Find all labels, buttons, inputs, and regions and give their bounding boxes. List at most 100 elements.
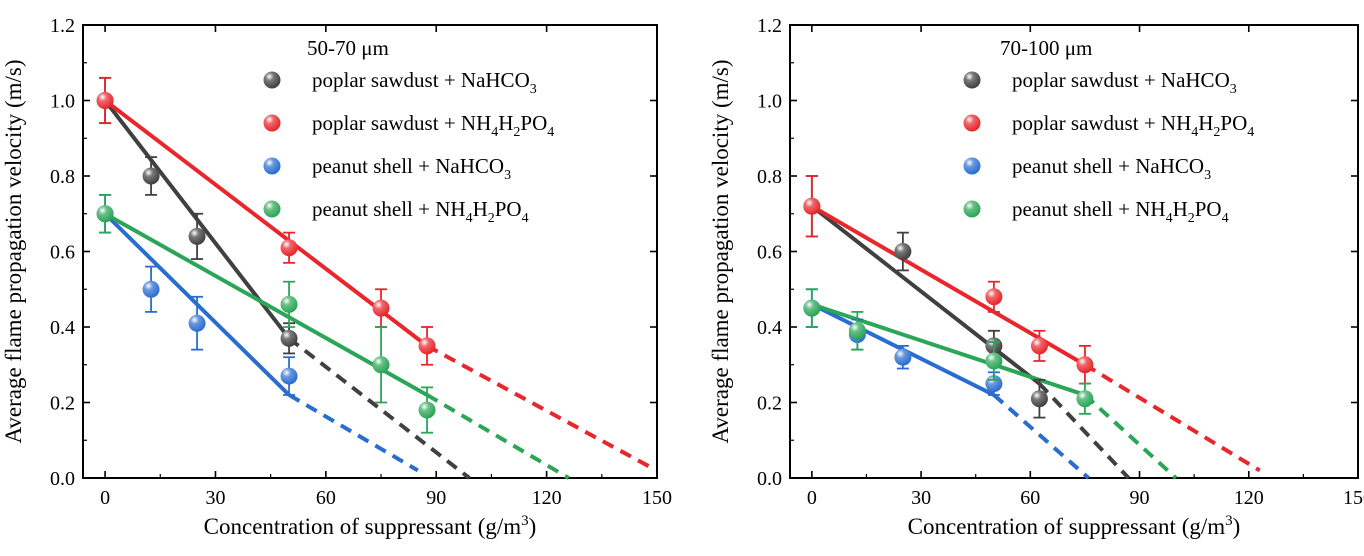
legend-label-part: peanut shell + NaHCO xyxy=(312,154,504,178)
legend-marker xyxy=(263,114,281,132)
chart-panel-2: 0 30 60 90 120 150 0.0 0.2 0.4 0.6 0.8 1.0 1.2 Concen… xyxy=(708,15,1364,539)
data-point xyxy=(1030,337,1048,355)
y-tick-label: 0.8 xyxy=(757,166,782,188)
y-tick-label: 0.2 xyxy=(757,393,782,415)
legend-label: peanut shell + NaHCO3 xyxy=(1012,154,1211,183)
legend-label-part: 4 xyxy=(491,125,498,140)
data-point xyxy=(142,280,160,298)
legend-marker xyxy=(263,71,281,89)
x-tick-label: 0 xyxy=(100,487,110,509)
legend-label-part: 4 xyxy=(1191,125,1198,140)
y-tick-label: 0.0 xyxy=(50,468,75,490)
fit-line-dashed xyxy=(287,336,471,480)
legend-label-part: 2 xyxy=(513,125,520,140)
fit-line-dashed xyxy=(426,344,651,469)
fit-line-dashed xyxy=(1037,382,1131,480)
fit-line-dashed xyxy=(288,393,419,473)
y-tick-label: 0.6 xyxy=(757,242,782,264)
y-tick-label: 1.0 xyxy=(757,91,782,113)
legend-label-part: 2 xyxy=(1213,125,1220,140)
x-axis-label-part: ) xyxy=(529,514,537,539)
x-axis-label-sup: 3 xyxy=(1225,513,1233,529)
legend-label-part: 3 xyxy=(504,168,511,183)
legend-label: poplar sawdust + NH4H2PO4 xyxy=(1012,111,1254,140)
data-point xyxy=(985,288,1003,306)
x-tick-label: 90 xyxy=(1130,487,1150,509)
legend-marker xyxy=(263,157,281,175)
fit-line-dashed xyxy=(992,393,1090,480)
data-point xyxy=(894,243,912,260)
legend-marker xyxy=(963,157,981,175)
x-tick-label: 150 xyxy=(1343,487,1364,509)
data-point xyxy=(985,352,1003,370)
y-axis-label: Average flame propagation velocity (m/s) xyxy=(1,59,26,443)
x-axis-label-part: ) xyxy=(1233,514,1241,539)
fit-line-solid xyxy=(810,204,1041,386)
data-point xyxy=(280,295,298,313)
y-tick-label: 0.8 xyxy=(50,166,75,188)
data-point xyxy=(96,92,114,109)
legend-marker xyxy=(963,71,981,89)
legend-label-part: PO xyxy=(520,111,547,135)
x-tick-label: 30 xyxy=(911,487,931,509)
x-axis-label-sup: 3 xyxy=(521,513,529,529)
legend-label-part: 3 xyxy=(1204,168,1211,183)
data-point xyxy=(280,367,298,385)
legend-label: peanut shell + NH4H2PO4 xyxy=(1012,197,1229,226)
data-point xyxy=(1076,356,1094,374)
legend-label-part: 4 xyxy=(466,211,473,226)
legend-label-part: H xyxy=(473,197,488,221)
legend-label-part: PO xyxy=(1220,111,1247,135)
legend-label-part: 4 xyxy=(547,125,554,140)
data-point xyxy=(372,299,390,317)
data-point xyxy=(1076,390,1094,408)
data-point xyxy=(188,227,206,245)
x-axis-label: Concentration of suppressant (g/m3) xyxy=(204,513,537,539)
legend-label-part: 2 xyxy=(488,211,495,226)
legend-label: poplar sawdust + NaHCO3 xyxy=(1012,68,1237,97)
y-tick-label: 0.4 xyxy=(50,317,75,339)
y-tick-label: 1.2 xyxy=(757,15,782,37)
legend-label-part: H xyxy=(498,111,513,135)
x-tick-label: 0 xyxy=(807,487,817,509)
fit-line-dashed xyxy=(1083,363,1261,473)
plot-frame xyxy=(789,24,1359,479)
data-point xyxy=(848,322,866,340)
x-axis-label-part: Concentration of suppressant (g/m xyxy=(204,514,522,539)
x-tick-label: 60 xyxy=(316,487,336,509)
data-point xyxy=(1030,390,1048,408)
legend-label: poplar sawdust + NH4H2PO4 xyxy=(312,111,554,140)
y-tick-label: 1.2 xyxy=(50,15,75,37)
x-tick-label: 120 xyxy=(532,487,562,509)
legend-label-part: poplar sawdust + NH xyxy=(312,111,491,135)
data-point xyxy=(418,401,436,419)
y-axis-label: Average flame propagation velocity (m/s) xyxy=(708,59,733,443)
data-point xyxy=(188,314,206,332)
x-tick-label: 30 xyxy=(205,487,225,509)
y-tick-label: 0.0 xyxy=(757,468,782,490)
legend-label-part: 3 xyxy=(1230,82,1237,97)
legend-label-part: poplar sawdust + NaHCO xyxy=(1012,68,1230,92)
legend-label-part: poplar sawdust + NH xyxy=(1012,111,1191,135)
x-tick-label: 120 xyxy=(1234,487,1264,509)
legend-label-part: 4 xyxy=(1247,125,1254,140)
legend-label-part: poplar sawdust + NaHCO xyxy=(312,68,530,92)
legend-label-part: peanut shell + NaHCO xyxy=(1012,154,1204,178)
legend-label: poplar sawdust + NaHCO3 xyxy=(312,68,537,97)
x-axis-label-part: Concentration of suppressant (g/m xyxy=(908,514,1226,539)
legend-label-part: H xyxy=(1198,111,1213,135)
legend-marker xyxy=(963,114,981,132)
legend-label-part: H xyxy=(1173,197,1188,221)
data-point xyxy=(96,205,114,223)
x-tick-label: 60 xyxy=(1020,487,1040,509)
data-point xyxy=(418,337,436,355)
legend-label-part: 4 xyxy=(1166,211,1173,226)
x-axis-label: Concentration of suppressant (g/m3) xyxy=(908,513,1241,539)
y-tick-label: 0.6 xyxy=(50,242,75,264)
y-tick-label: 1.0 xyxy=(50,91,75,113)
data-point xyxy=(280,329,298,347)
legend-label-part: 4 xyxy=(522,211,529,226)
fit-line-dashed xyxy=(426,393,570,480)
legend-label-part: PO xyxy=(495,197,522,221)
legend-marker xyxy=(963,200,981,218)
